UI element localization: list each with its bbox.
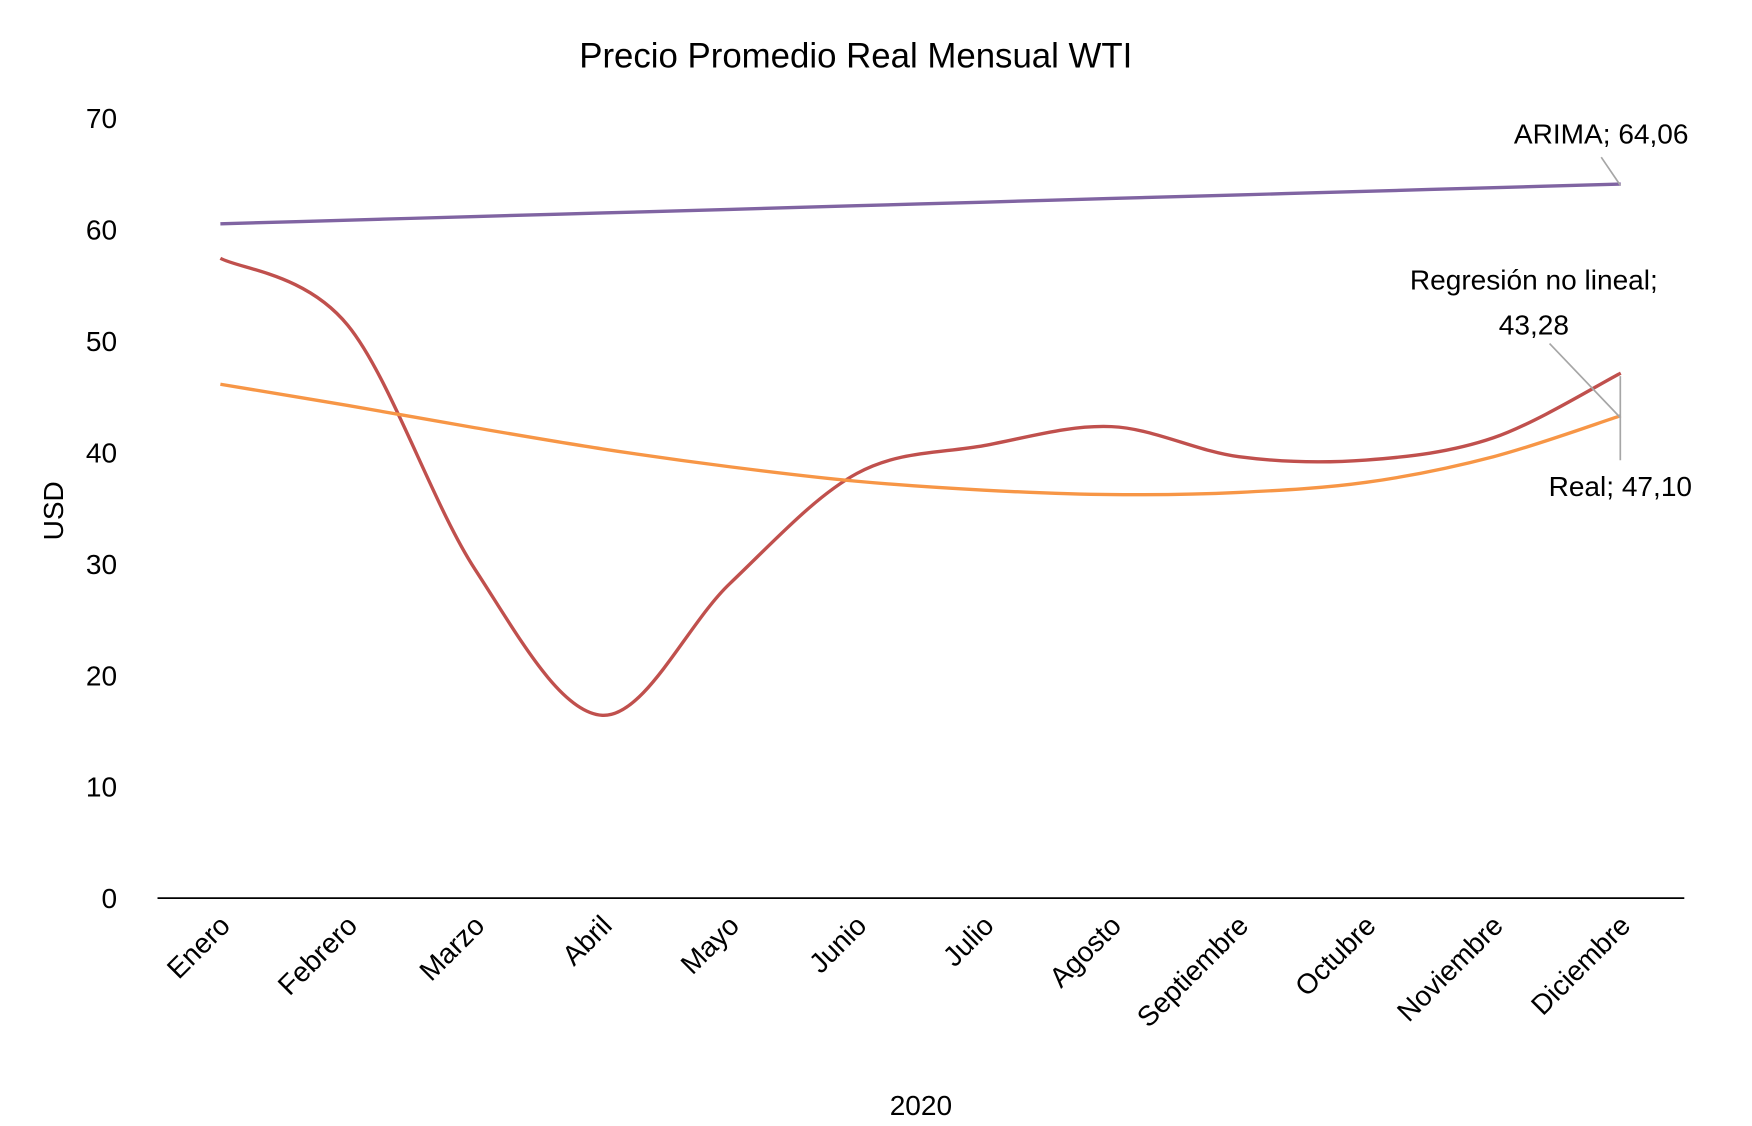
y-tick-label: 10 bbox=[86, 772, 117, 803]
x-tick-label: Agosto bbox=[1043, 910, 1127, 994]
y-tick-label: 60 bbox=[86, 214, 117, 245]
data-label: ARIMA; 64,06 bbox=[1514, 119, 1689, 150]
y-axis-title: USD bbox=[38, 481, 69, 540]
x-tick-label: Octubre bbox=[1289, 910, 1381, 1002]
x-tick-label: Septiembre bbox=[1131, 910, 1254, 1033]
chart-title: Precio Promedio Real Mensual WTI bbox=[579, 36, 1132, 75]
series-line bbox=[220, 382, 1622, 497]
x-tick-label: Noviembre bbox=[1391, 910, 1509, 1028]
x-tick-label: Diciembre bbox=[1525, 910, 1636, 1021]
series-line bbox=[219, 256, 1622, 717]
x-tick-label: Mayo bbox=[675, 910, 745, 980]
y-tick-label: 0 bbox=[101, 883, 117, 914]
series-line bbox=[220, 182, 1621, 226]
y-tick-label: 30 bbox=[86, 549, 117, 580]
x-tick-label: Abril bbox=[556, 910, 618, 972]
data-label-line: Regresión no lineal; bbox=[1410, 265, 1658, 296]
y-tick-label: 70 bbox=[86, 103, 117, 134]
x-tick-label: Marzo bbox=[413, 910, 490, 987]
x-tick-label: Julio bbox=[937, 910, 1000, 973]
y-tick-label: 20 bbox=[86, 660, 117, 691]
leader-line bbox=[1600, 156, 1622, 186]
x-tick-label: Enero bbox=[161, 910, 236, 985]
x-tick-label: Febrero bbox=[272, 910, 363, 1001]
x-axis-title: 2020 bbox=[890, 1090, 952, 1121]
leader-line bbox=[1548, 342, 1621, 419]
y-tick-label: 50 bbox=[86, 326, 117, 357]
data-label-line: 43,28 bbox=[1499, 310, 1569, 341]
data-label: Real; 47,10 bbox=[1549, 471, 1692, 502]
x-tick-label: Junio bbox=[803, 910, 872, 979]
y-tick-label: 40 bbox=[86, 437, 117, 468]
data-label: Regresión no lineal; 43,28 bbox=[1410, 265, 1658, 341]
